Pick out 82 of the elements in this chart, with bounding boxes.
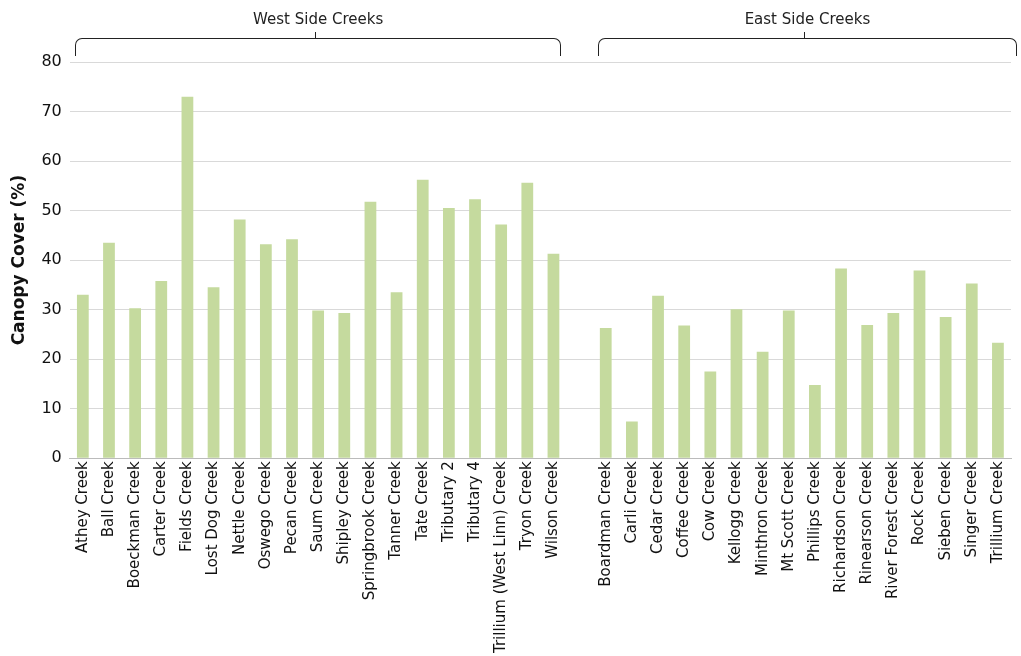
x-tick-label: River Forest Creek [883,460,902,600]
bar [730,309,743,458]
y-tick-label: 0 [51,447,62,467]
y-tick-label: 60 [41,150,62,170]
bar [259,244,272,458]
x-tick-label: Minthron Creek [752,460,771,576]
bar [992,342,1004,458]
bar [547,253,560,458]
bar [913,270,926,458]
x-tick-label: Tryon Creek [517,460,536,552]
y-tick-label: 40 [41,249,62,269]
bar [704,371,717,458]
x-tick-label: Coffee Creek [674,460,693,558]
bar [286,239,298,458]
x-tick-label: Trillium Creek [987,460,1006,565]
bar [129,308,142,458]
bar [233,219,246,458]
x-tick-label: Nettle Creek [229,460,248,556]
x-tick-label: Fields Creek [177,460,196,552]
x-tick-label: Cow Creek [700,460,719,542]
x-tick-label: Springbrook Creek [360,460,379,601]
x-tick-label: Boeckman Creek [125,460,144,589]
bar [76,294,89,458]
bar [442,208,455,458]
bar [207,287,220,458]
x-tick-label: Kellogg Creek [726,460,745,565]
x-tick-label: Ball Creek [98,460,117,538]
bar [469,199,481,458]
x-tick-label: Trillium (West Linn) Creek [491,460,510,654]
x-tick-label: Phillips Creek [804,460,823,562]
bar [416,179,429,458]
x-tick-label: Tributary 2 [438,461,457,543]
y-tick-label: 20 [41,348,62,368]
bar [599,327,612,458]
x-tick-label: Carli Creek [621,460,640,544]
bar [809,384,821,458]
bar [390,292,403,458]
x-tick-label: Sieben Creek [935,460,954,561]
x-tick-label: Richardson Creek [830,460,849,593]
x-tick-label: Shipley Creek [334,460,353,565]
x-tick-label: Tributary 4 [464,461,483,543]
x-tick-label: Lost Dog Creek [203,460,222,576]
x-tick-label: Carter Creek [151,460,170,557]
x-tick-label: Rock Creek [909,460,928,546]
x-tick-label: Cedar Creek [647,460,666,555]
x-tick-label: Wilson Creek [543,460,562,559]
bar [312,310,325,458]
bar [887,313,900,458]
text: West Side Creeks [253,10,384,28]
bar [495,224,508,458]
bar [939,317,952,458]
y-axis-title: Canopy Cover (%) [7,174,28,346]
bar [782,310,795,458]
bar [181,96,194,458]
y-tick-label: 70 [41,100,62,120]
x-tick-label: Athey Creek [72,460,91,553]
y-tick-label: 50 [41,199,62,219]
bar [678,325,691,458]
bar [652,295,664,458]
bar [364,201,377,458]
bar [861,324,874,458]
bar [338,313,351,458]
x-tick-label: Mt Scott Creek [778,460,797,572]
x-tick-label: Boardman Creek [595,460,614,587]
bar [521,182,534,458]
bar [155,280,168,458]
x-tick-label: Pecan Creek [281,460,300,555]
bar [103,242,115,458]
y-tick-label: 30 [41,298,62,318]
x-tick-label: Saum Creek [308,460,327,553]
bar [835,268,847,458]
text: East Side Creeks [744,10,871,28]
x-tick-label: Rinearson Creek [857,460,876,585]
x-tick-label: Singer Creek [961,460,980,558]
x-tick-label: Oswego Creek [255,460,274,570]
y-tick-label: 80 [41,51,62,71]
bar [965,283,978,458]
y-tick-label: 10 [41,397,62,417]
x-tick-label: Tanner Creek [386,460,405,561]
bar [756,351,769,458]
bar [626,421,638,458]
x-tick-label: Tate Creek [412,460,431,542]
